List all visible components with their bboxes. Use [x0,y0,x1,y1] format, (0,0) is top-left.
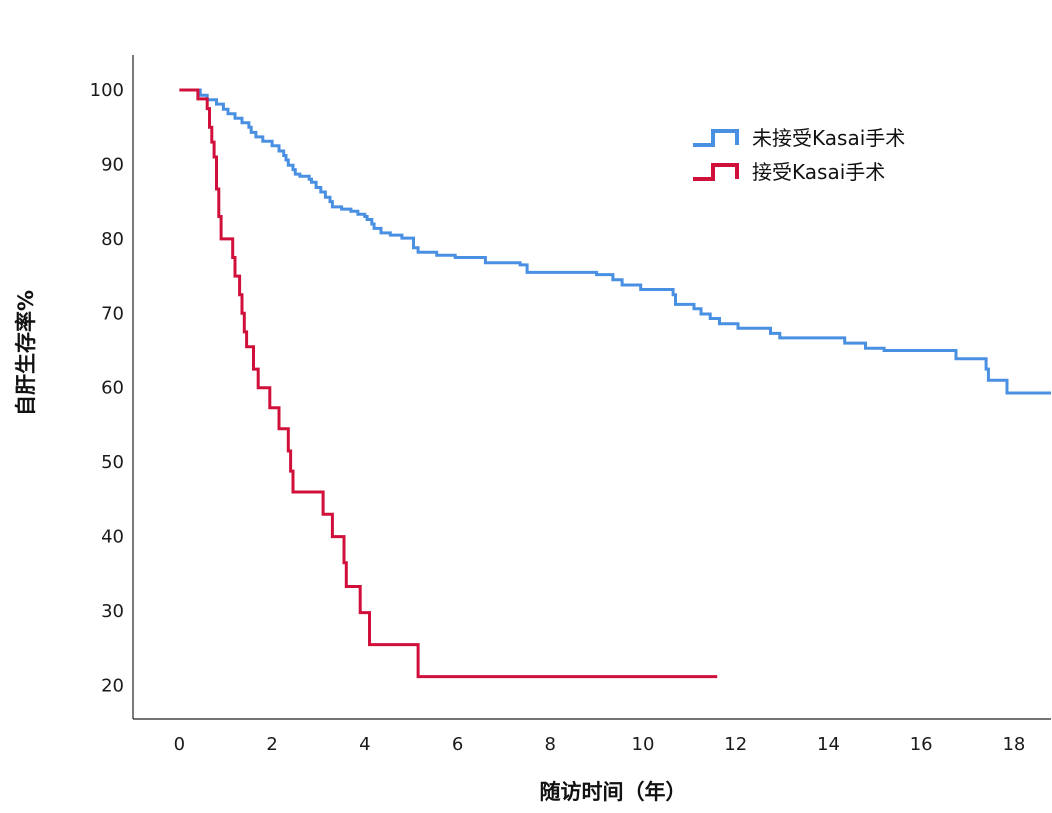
legend-label-2: 接受Kasai手术 [752,160,885,184]
legend-swatch-1 [693,129,739,147]
x-ticks: 0 2 4 6 8 10 12 14 16 18 [174,734,1026,755]
x-tick-label: 0 [174,734,185,755]
x-tick-label: 6 [452,734,463,755]
legend-label-1: 未接受Kasai手术 [752,126,905,150]
x-tick-label: 10 [632,734,655,755]
series-line-1 [179,88,1051,395]
y-tick-label: 20 [101,676,124,697]
y-ticks: 20 30 40 50 60 70 80 90 100 [90,80,124,697]
y-tick-label: 70 [101,303,124,324]
x-tick-label: 2 [266,734,277,755]
series-layer [179,88,1051,679]
y-tick-label: 60 [101,378,124,399]
y-tick-label: 100 [90,80,124,101]
x-tick-label: 18 [1002,734,1025,755]
y-tick-label: 80 [101,229,124,250]
y-tick-label: 90 [101,154,124,175]
legend-swatch-2 [693,163,739,181]
y-tick-label: 40 [101,527,124,548]
y-tick-label: 50 [101,452,124,473]
x-tick-label: 4 [359,734,370,755]
x-tick-label: 14 [817,734,840,755]
x-tick-label: 8 [545,734,556,755]
series-line-2 [179,88,718,679]
y-axis-title: 自肝生存率% [14,290,38,416]
y-tick-label: 30 [101,601,124,622]
x-axis-title: 随访时间（年） [540,780,687,804]
axes [132,55,1051,720]
x-tick-label: 12 [724,734,747,755]
x-tick-label: 16 [910,734,933,755]
